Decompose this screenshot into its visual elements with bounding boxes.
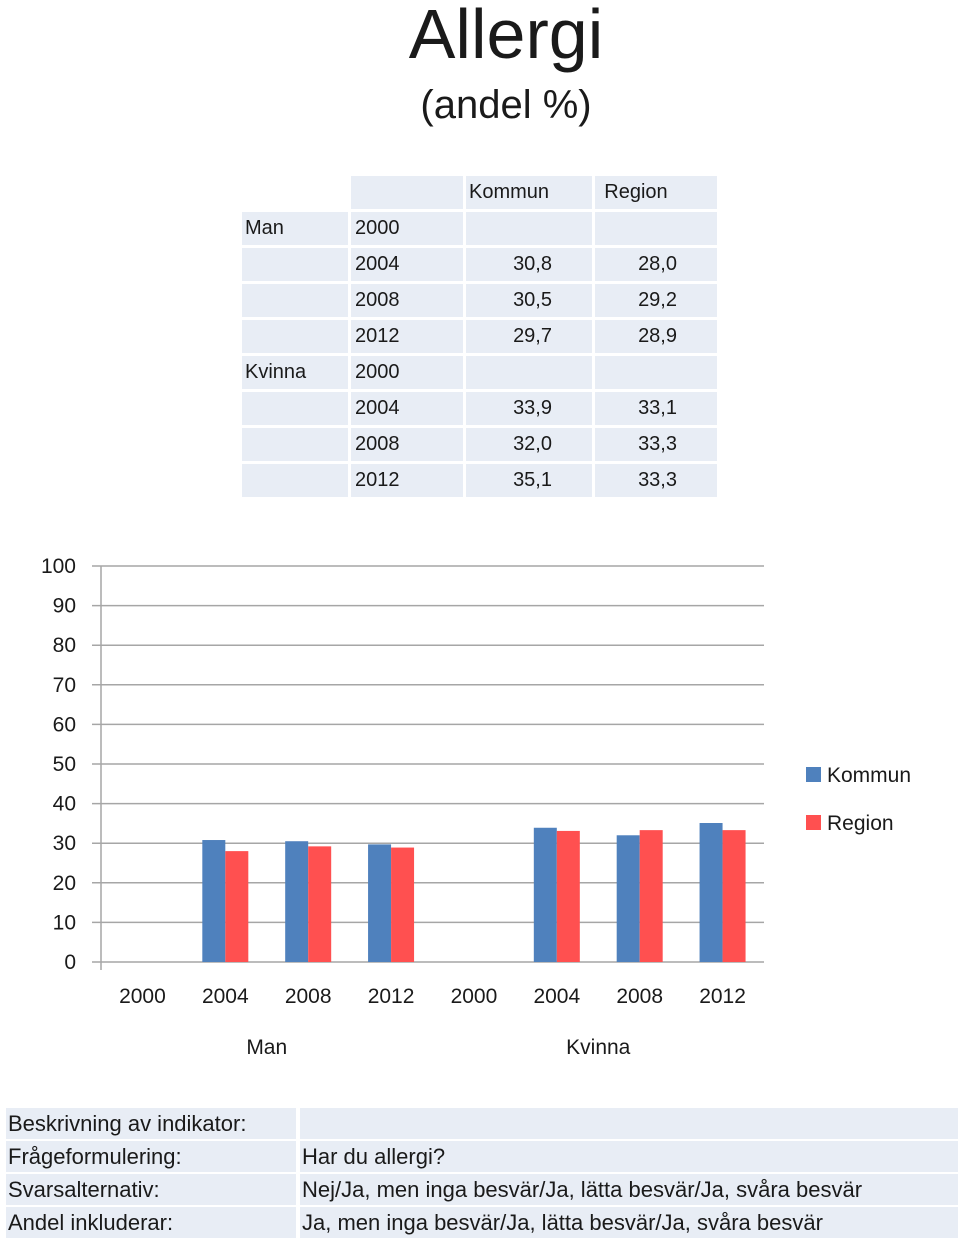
table-cell-group (242, 392, 348, 425)
table-cell-group (242, 284, 348, 317)
y-tick-label: 30 (53, 832, 76, 855)
table-cell-year: 2012 (351, 320, 463, 353)
table-row: 2004 30,8 28,0 (242, 248, 717, 281)
y-tick-label: 40 (53, 793, 76, 816)
bar-kommun (616, 835, 640, 962)
table-cell-group: Man (242, 212, 348, 245)
table-cell-group (242, 248, 348, 281)
y-tick-label: 70 (53, 674, 76, 697)
info-value: Har du allergi? (300, 1141, 958, 1172)
table-cell-region: 33,3 (595, 428, 717, 461)
y-tick-label: 100 (41, 555, 76, 578)
table-cell-kommun: 33,9 (466, 392, 592, 425)
bar-kommun (285, 841, 309, 962)
table-row: 2008 30,5 29,2 (242, 284, 717, 317)
info-value: Ja, men inga besvär/Ja, lätta besvär/Ja,… (300, 1207, 958, 1238)
info-row: Andel inkluderar: Ja, men inga besvär/Ja… (6, 1207, 958, 1238)
info-label: Beskrivning av indikator: (6, 1108, 296, 1139)
table-cell-region: 28,9 (595, 320, 717, 353)
info-row: Svarsalternativ: Nej/Ja, men inga besvär… (6, 1174, 958, 1205)
table-row: 2004 33,9 33,1 (242, 392, 717, 425)
bar-region (639, 830, 663, 962)
info-row: Beskrivning av indikator: (6, 1108, 958, 1139)
table-row: 2012 35,1 33,3 (242, 464, 717, 497)
table-cell-kommun: 32,0 (466, 428, 592, 461)
table-header-year (351, 176, 463, 209)
table-cell-year: 2000 (351, 356, 463, 389)
table-row: 2012 29,7 28,9 (242, 320, 717, 353)
table-cell-kommun (466, 356, 592, 389)
bar-region (556, 830, 580, 962)
table-cell-kommun: 29,7 (466, 320, 592, 353)
legend-swatch-region (806, 815, 821, 830)
data-table: Kommun Region Man 2000 2004 30,8 28,0 20… (239, 173, 720, 500)
y-tick-label: 80 (53, 634, 76, 657)
info-label: Andel inkluderar: (6, 1207, 296, 1238)
page-title: Allergi (408, 0, 604, 73)
table-cell-year: 2012 (351, 464, 463, 497)
table-cell-year: 2004 (351, 248, 463, 281)
bar-kommun (368, 844, 392, 962)
x-tick-label: 2004 (202, 985, 249, 1008)
table-cell-region: 28,0 (595, 248, 717, 281)
table-row: Kvinna 2000 (242, 356, 717, 389)
info-label: Svarsalternativ: (6, 1174, 296, 1205)
bar-kommun (202, 840, 226, 962)
table-cell-group (242, 320, 348, 353)
table-header-empty (242, 176, 348, 209)
table-cell-year: 2000 (351, 212, 463, 245)
table-cell-region (595, 356, 717, 389)
indicator-info-table: Beskrivning av indikator: Frågeformuleri… (6, 1106, 958, 1240)
bar-region (225, 851, 249, 962)
table-cell-year: 2008 (351, 284, 463, 317)
table-row: Man 2000 (242, 212, 717, 245)
y-tick-label: 90 (53, 595, 76, 618)
table-header-region: Region (595, 176, 717, 209)
legend-label-region: Region (827, 812, 894, 835)
x-tick-label: 2004 (533, 985, 580, 1008)
table-header-row: Kommun Region (242, 176, 717, 209)
table-cell-kommun: 35,1 (466, 464, 592, 497)
legend-label-kommun: Kommun (827, 764, 911, 787)
bar-region (391, 847, 415, 962)
table-cell-region: 33,1 (595, 392, 717, 425)
bar-region (722, 830, 746, 962)
table-cell-kommun (466, 212, 592, 245)
bar-kommun (699, 823, 723, 962)
x-tick-label: 2008 (616, 985, 663, 1008)
y-tick-label: 50 (53, 753, 76, 776)
y-tick-label: 20 (53, 872, 76, 895)
table-cell-region: 29,2 (595, 284, 717, 317)
table-cell-year: 2008 (351, 428, 463, 461)
table-cell-kommun: 30,8 (466, 248, 592, 281)
info-label: Frågeformulering: (6, 1141, 296, 1172)
legend-swatch-kommun (806, 767, 821, 782)
x-tick-label: 2000 (451, 985, 498, 1008)
bar-chart: 0 10 20 30 40 50 60 70 80 90 100 2000 2004 2008 2012 20… (41, 555, 911, 1059)
table-cell-group (242, 428, 348, 461)
table-header-kommun: Kommun (466, 176, 592, 209)
x-group-label: Man (246, 1036, 287, 1059)
table-row: 2008 32,0 33,3 (242, 428, 717, 461)
table-cell-region (595, 212, 717, 245)
x-tick-label: 2000 (119, 985, 166, 1008)
bar-region (308, 846, 332, 962)
page-subtitle: (andel %) (420, 83, 592, 127)
y-tick-label: 0 (64, 951, 76, 974)
info-value (300, 1108, 958, 1139)
info-row: Frågeformulering: Har du allergi? (6, 1141, 958, 1172)
y-tick-label: 10 (53, 911, 76, 934)
x-tick-label: 2012 (368, 985, 415, 1008)
x-tick-label: 2012 (699, 985, 746, 1008)
table-cell-region: 33,3 (595, 464, 717, 497)
x-group-label: Kvinna (566, 1036, 631, 1059)
table-cell-group: Kvinna (242, 356, 348, 389)
info-value: Nej/Ja, men inga besvär/Ja, lätta besvär… (300, 1174, 958, 1205)
table-cell-year: 2004 (351, 392, 463, 425)
bar-kommun (533, 827, 557, 962)
y-tick-label: 60 (53, 713, 76, 736)
table-cell-group (242, 464, 348, 497)
table-cell-kommun: 30,5 (466, 284, 592, 317)
x-tick-label: 2008 (285, 985, 332, 1008)
